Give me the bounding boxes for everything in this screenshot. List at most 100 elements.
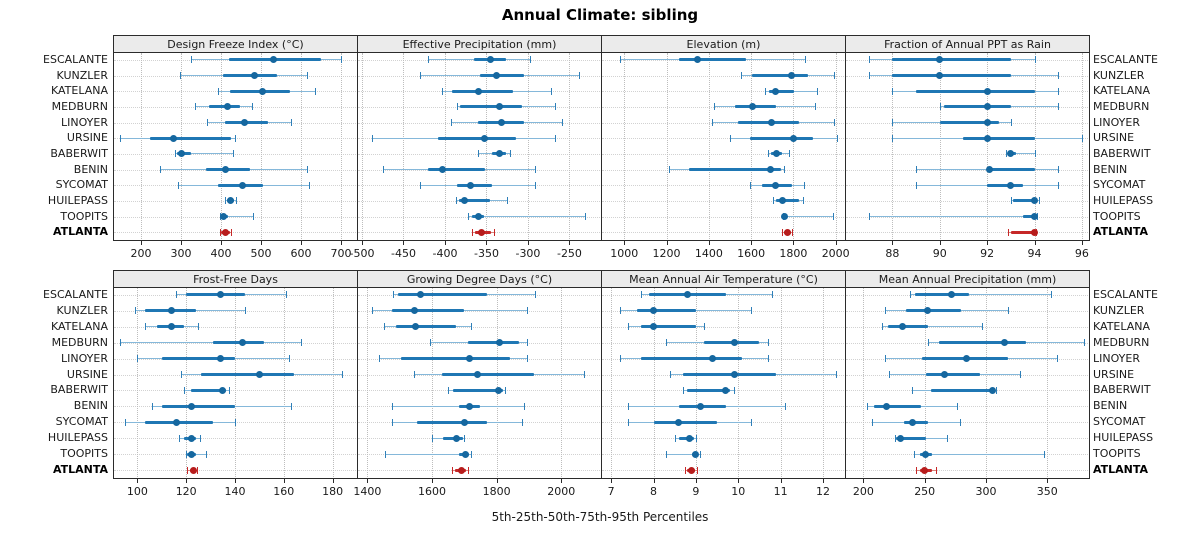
median-dot	[883, 402, 891, 410]
median-dot	[240, 119, 248, 126]
whisker-cap-95th	[253, 213, 254, 220]
whisker-cap-95th	[946, 434, 948, 442]
row-guide-line	[846, 153, 1088, 155]
median-dot	[494, 386, 502, 394]
median-dot	[219, 386, 227, 394]
grid-line	[624, 53, 626, 239]
median-dot	[187, 402, 195, 410]
whisker-cap-5th	[714, 103, 716, 111]
median-dot	[988, 386, 996, 394]
whisker-cap-5th	[881, 323, 883, 331]
panel-header: Fraction of Annual PPT as Rain	[845, 35, 1090, 53]
whisker-cap-5th	[868, 72, 870, 79]
grid-line	[653, 288, 655, 477]
whisker-cap-5th	[892, 134, 894, 142]
panel-plot-area	[601, 287, 846, 479]
whisker-range-25-75	[417, 420, 487, 424]
whisker-cap-5th	[183, 386, 185, 394]
percentiles-caption: 5th-25th-50th-75th-95th Percentiles	[491, 510, 709, 524]
axis-tick-label: 1800	[779, 247, 808, 260]
whisker-range-25-75	[186, 293, 245, 297]
whisker-cap-5th	[668, 166, 670, 173]
whisker-cap-5th	[619, 307, 621, 315]
row-guide-line	[358, 438, 600, 440]
axis-tick-label: 1400	[694, 247, 723, 260]
row-guide-line	[846, 200, 1088, 202]
median-dot	[178, 150, 186, 158]
whisker-cap-5th	[666, 450, 668, 458]
row-guide-line	[602, 122, 844, 124]
whisker-cap-5th	[195, 103, 197, 111]
median-dot	[462, 450, 470, 458]
grid-line	[341, 53, 342, 239]
row-guide-line	[602, 200, 844, 202]
median-dot	[172, 418, 180, 426]
axis-tick-label: 92	[980, 247, 995, 260]
row-label: TOOPITS	[1093, 447, 1141, 461]
row-label: LINOYER	[1093, 115, 1140, 129]
axis-tick	[611, 479, 613, 483]
row-label: LINOYER	[1093, 351, 1140, 365]
row-label: URSINE	[1093, 131, 1135, 145]
whisker-range-25-75	[191, 388, 227, 392]
panel-plot-area	[601, 52, 846, 241]
row-label: ESCALANTE	[43, 52, 108, 66]
median-dot	[1000, 339, 1008, 347]
whisker-cap-95th	[792, 228, 794, 236]
whisker-cap-95th	[291, 402, 293, 410]
median-dot	[460, 418, 468, 426]
grid-line	[863, 288, 865, 477]
axis-tick	[863, 479, 865, 483]
whisker-cap-95th	[1034, 56, 1036, 64]
whisker-cap-95th	[470, 323, 472, 331]
whisker-cap-95th	[464, 434, 466, 442]
whisker-cap-95th	[1058, 103, 1060, 111]
row-label: TOOPITS	[60, 209, 108, 223]
whisker-cap-95th	[695, 434, 697, 442]
whisker-cap-5th	[478, 150, 480, 158]
row-label: BABERWIT	[50, 146, 108, 160]
whisker-range-25-75	[459, 105, 523, 109]
whisker-range-25-75	[874, 404, 921, 408]
whisker-range-25-75	[223, 74, 277, 77]
row-guide-line	[602, 138, 844, 140]
whisker-range-25-75	[776, 199, 799, 203]
row-guide-line	[846, 310, 1088, 312]
median-dot	[452, 434, 460, 442]
whisker-cap-95th	[767, 355, 769, 363]
median-dot	[190, 466, 198, 474]
row-label: HUILEPASS	[47, 431, 108, 445]
whisker-range-25-75	[688, 168, 781, 171]
grid-line	[332, 288, 334, 477]
whisker-range-25-75	[887, 325, 929, 329]
grid-line	[1081, 53, 1083, 239]
whisker-range-5-95	[186, 453, 206, 455]
axis-tick-label: 1200	[652, 247, 681, 260]
median-dot	[921, 466, 929, 474]
whisker-cap-95th	[244, 307, 246, 315]
whisker-cap-95th	[802, 197, 804, 205]
row-label: SYCOMAT	[55, 178, 108, 192]
whisker-cap-5th	[892, 87, 894, 95]
whisker-range-25-75	[640, 357, 743, 361]
median-dot	[766, 166, 774, 173]
median-dot	[223, 103, 231, 111]
axis-tick-label: -300	[515, 247, 541, 260]
grid-line	[1034, 53, 1036, 239]
whisker-range-25-75	[916, 89, 1035, 93]
row-label: KATELANA	[1093, 319, 1151, 333]
whisker-cap-95th	[535, 181, 537, 189]
axis-tick-label: 500	[250, 247, 272, 260]
row-label: KUNZLER	[56, 303, 108, 317]
whisker-range-25-75	[391, 309, 465, 313]
axis-tick-label: 700	[330, 247, 352, 260]
whisker-cap-95th	[493, 228, 495, 236]
row-guide-line	[602, 91, 844, 93]
whisker-range-25-75	[396, 325, 457, 329]
median-dot	[473, 371, 481, 379]
median-dot	[219, 213, 227, 220]
whisker-cap-95th	[509, 150, 511, 158]
whisker-cap-95th	[1043, 450, 1045, 458]
whisker-cap-5th	[768, 150, 770, 158]
